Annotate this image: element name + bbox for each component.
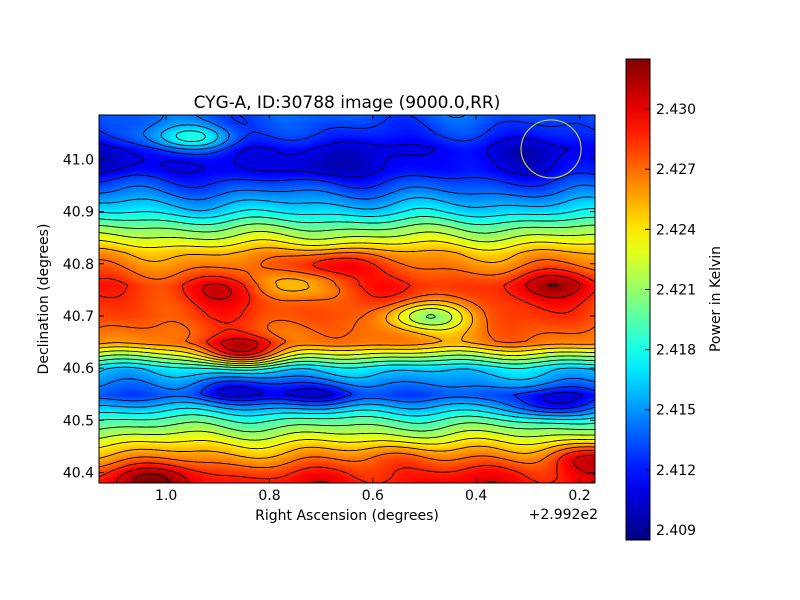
colorbar-tick-label: 2.412 [656, 463, 696, 479]
contour-lines [99, 115, 595, 483]
y-tick-label: 40.4 [63, 466, 94, 482]
y-tick-label: 40.9 [63, 205, 94, 221]
contour-level-12 [99, 257, 595, 483]
y-axis-ticks: 40.4 40.5 40.6 40.7 40.8 40.9 41.0 [63, 152, 595, 482]
contour-level-14 [133, 283, 559, 483]
colorbar-ticks: 2.409 2.412 2.415 2.418 2.421 2.424 2.427 2.430 [645, 102, 696, 539]
x-tick-label: 0.4 [465, 488, 487, 504]
colorbar-tick-label: 2.421 [656, 282, 696, 298]
y-tick-label: 41.0 [63, 152, 94, 168]
contour-level-2 [99, 115, 595, 410]
contour-level-13 [115, 275, 595, 483]
contour-level-9 [99, 239, 595, 450]
chart-title: CYG-A, ID:30788 image (9000.0,RR) [194, 93, 501, 113]
y-tick-label: 40.5 [63, 413, 94, 429]
colorbar-tick-label: 2.415 [656, 403, 696, 419]
contour-level-6 [99, 216, 595, 425]
x-axis-label: Right Ascension (degrees) [255, 508, 439, 524]
contour-level-7 [99, 223, 595, 433]
plot-frame [98, 114, 596, 484]
contour-level-11 [99, 252, 595, 469]
x-tick-label: 0.8 [258, 488, 280, 504]
x-tick-label: 0.6 [362, 488, 384, 504]
x-axis-ticks: 1.0 0.8 0.6 0.4 0.2 [155, 115, 591, 504]
y-axis-label: Declination (degrees) [36, 224, 52, 375]
colorbar-tick-label: 2.409 [656, 523, 696, 539]
x-axis-offset: +2.992e2 [529, 507, 598, 523]
heatmap-image [99, 115, 595, 483]
colorbar-label: Power in Kelvin [708, 246, 724, 352]
colorbar-tick-label: 2.430 [656, 102, 696, 118]
beam-ellipse [520, 119, 582, 179]
colorbar-tick-label: 2.424 [656, 222, 696, 238]
colorbar [625, 58, 651, 541]
contour-level-3 [99, 115, 595, 413]
contour-level-5 [99, 130, 595, 420]
x-tick-label: 1.0 [155, 488, 177, 504]
colorbar-tick-label: 2.418 [656, 343, 696, 359]
y-tick-label: 40.6 [63, 361, 94, 377]
x-tick-label: 0.2 [568, 488, 590, 504]
colorbar-tick-label: 2.427 [656, 162, 696, 178]
contour-level-4 [99, 124, 595, 417]
contour-level-1 [99, 137, 583, 404]
contour-level-10 [99, 247, 595, 459]
y-tick-label: 40.7 [63, 309, 94, 325]
y-tick-label: 40.8 [63, 257, 94, 273]
contour-level-8 [99, 230, 595, 441]
